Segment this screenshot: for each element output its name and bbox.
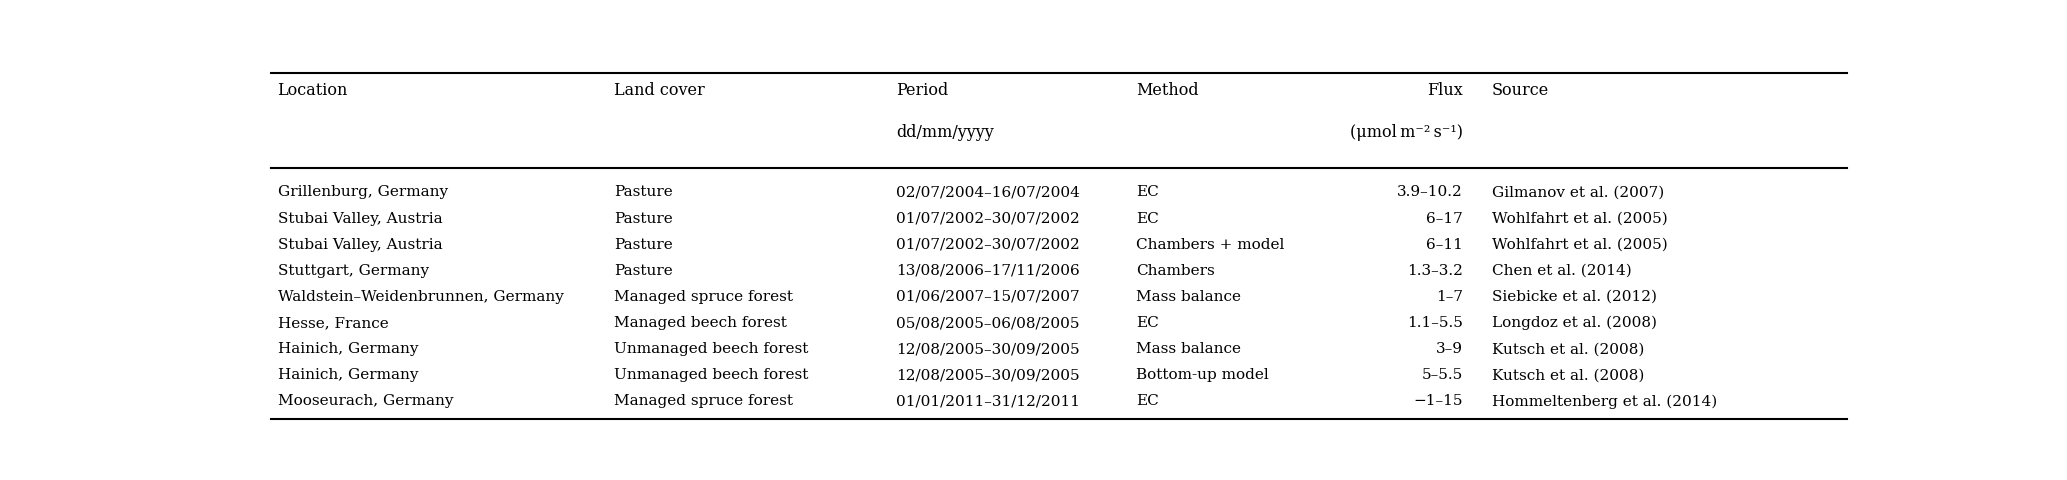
Text: 1.3–3.2: 1.3–3.2 <box>1408 264 1463 277</box>
Text: 01/06/2007–15/07/2007: 01/06/2007–15/07/2007 <box>895 289 1079 303</box>
Text: Grillenburg, Germany: Grillenburg, Germany <box>277 185 449 199</box>
Text: Hainich, Germany: Hainich, Germany <box>277 341 418 355</box>
Text: Managed beech forest: Managed beech forest <box>614 315 788 329</box>
Text: 01/07/2002–30/07/2002: 01/07/2002–30/07/2002 <box>895 211 1079 225</box>
Text: Hesse, France: Hesse, France <box>277 315 389 329</box>
Text: Managed spruce forest: Managed spruce forest <box>614 394 794 408</box>
Text: 13/08/2006–17/11/2006: 13/08/2006–17/11/2006 <box>895 264 1079 277</box>
Text: Mass balance: Mass balance <box>1137 341 1240 355</box>
Text: Kutsch et al. (2008): Kutsch et al. (2008) <box>1492 341 1643 355</box>
Text: Stubai Valley, Austria: Stubai Valley, Austria <box>277 211 442 225</box>
Text: −1–15: −1–15 <box>1414 394 1463 408</box>
Text: Wohlfahrt et al. (2005): Wohlfahrt et al. (2005) <box>1492 211 1668 225</box>
Text: Managed spruce forest: Managed spruce forest <box>614 289 794 303</box>
Text: Period: Period <box>895 82 949 98</box>
Text: 12/08/2005–30/09/2005: 12/08/2005–30/09/2005 <box>895 368 1079 382</box>
Text: 1–7: 1–7 <box>1437 289 1463 303</box>
Text: Source: Source <box>1492 82 1548 98</box>
Text: dd/mm/yyyy: dd/mm/yyyy <box>895 123 994 140</box>
Text: 6–11: 6–11 <box>1426 237 1463 251</box>
Text: Hainich, Germany: Hainich, Germany <box>277 368 418 382</box>
Text: Unmanaged beech forest: Unmanaged beech forest <box>614 368 808 382</box>
Text: Unmanaged beech forest: Unmanaged beech forest <box>614 341 808 355</box>
Text: Flux: Flux <box>1428 82 1463 98</box>
Text: Wohlfahrt et al. (2005): Wohlfahrt et al. (2005) <box>1492 237 1668 251</box>
Text: 3.9–10.2: 3.9–10.2 <box>1397 185 1463 199</box>
Text: Hommeltenberg et al. (2014): Hommeltenberg et al. (2014) <box>1492 394 1718 408</box>
Text: EC: EC <box>1137 394 1160 408</box>
Text: Pasture: Pasture <box>614 237 672 251</box>
Text: Chambers + model: Chambers + model <box>1137 237 1284 251</box>
Text: Chen et al. (2014): Chen et al. (2014) <box>1492 264 1631 277</box>
Text: 3–9: 3–9 <box>1437 341 1463 355</box>
Text: 12/08/2005–30/09/2005: 12/08/2005–30/09/2005 <box>895 341 1079 355</box>
Text: (μmol m⁻² s⁻¹): (μmol m⁻² s⁻¹) <box>1350 123 1463 140</box>
Text: EC: EC <box>1137 211 1160 225</box>
Text: Pasture: Pasture <box>614 211 672 225</box>
Text: 6–17: 6–17 <box>1426 211 1463 225</box>
Text: Pasture: Pasture <box>614 264 672 277</box>
Text: 02/07/2004–16/07/2004: 02/07/2004–16/07/2004 <box>895 185 1079 199</box>
Text: Siebicke et al. (2012): Siebicke et al. (2012) <box>1492 289 1658 303</box>
Text: Chambers: Chambers <box>1137 264 1215 277</box>
Text: Kutsch et al. (2008): Kutsch et al. (2008) <box>1492 368 1643 382</box>
Text: Stuttgart, Germany: Stuttgart, Germany <box>277 264 428 277</box>
Text: 01/01/2011–31/12/2011: 01/01/2011–31/12/2011 <box>895 394 1079 408</box>
Text: 5–5.5: 5–5.5 <box>1422 368 1463 382</box>
Text: Pasture: Pasture <box>614 185 672 199</box>
Text: Land cover: Land cover <box>614 82 705 98</box>
Text: Method: Method <box>1137 82 1199 98</box>
Text: 01/07/2002–30/07/2002: 01/07/2002–30/07/2002 <box>895 237 1079 251</box>
Text: Longdoz et al. (2008): Longdoz et al. (2008) <box>1492 315 1658 330</box>
Text: Location: Location <box>277 82 347 98</box>
Text: 05/08/2005–06/08/2005: 05/08/2005–06/08/2005 <box>895 315 1079 329</box>
Text: Mooseurach, Germany: Mooseurach, Germany <box>277 394 453 408</box>
Text: Waldstein–Weidenbrunnen, Germany: Waldstein–Weidenbrunnen, Germany <box>277 289 564 303</box>
Text: EC: EC <box>1137 185 1160 199</box>
Text: Gilmanov et al. (2007): Gilmanov et al. (2007) <box>1492 185 1664 199</box>
Text: Mass balance: Mass balance <box>1137 289 1240 303</box>
Text: Bottom-up model: Bottom-up model <box>1137 368 1269 382</box>
Text: EC: EC <box>1137 315 1160 329</box>
Text: Stubai Valley, Austria: Stubai Valley, Austria <box>277 237 442 251</box>
Text: 1.1–5.5: 1.1–5.5 <box>1408 315 1463 329</box>
